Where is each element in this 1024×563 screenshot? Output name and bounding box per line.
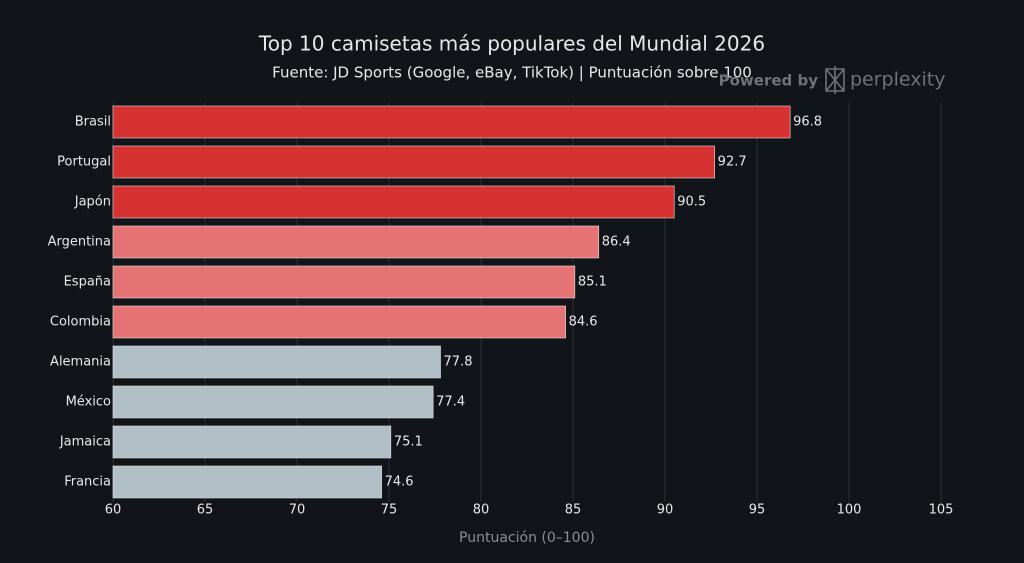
x-tick-label: 90 [657,503,674,518]
watermark-logo [825,66,845,94]
value-label: 75.1 [394,435,423,450]
value-label: 77.8 [444,355,473,370]
bar [112,185,675,219]
bar [112,385,434,419]
value-label: 85.1 [578,275,607,290]
y-tick-label: Francia [64,475,111,490]
x-tick-label: 95 [749,503,766,518]
value-label: 90.5 [677,195,706,210]
x-tick-label: 70 [289,503,306,518]
y-tick-label: Alemania [50,355,111,370]
y-tick-label: Argentina [48,235,111,250]
y-tick-label: Brasil [75,115,111,130]
y-tick-label: Portugal [57,155,111,170]
watermark-text: Powered by [719,72,819,90]
bar [112,305,566,339]
x-tick-label: 85 [565,503,582,518]
value-label: 84.6 [569,315,598,330]
x-tick-label: 100 [837,503,862,518]
y-tick-label: México [66,395,111,410]
x-tick-label: 105 [929,503,954,518]
bar [112,265,576,299]
y-tick-label: España [64,275,111,290]
chart-title: Top 10 camisetas más populares del Mundi… [258,32,765,56]
x-tick-label: 65 [197,503,214,518]
bar [112,145,715,179]
bar [112,225,600,259]
value-label: 86.4 [602,235,631,250]
value-label: 74.6 [385,475,414,490]
bar [112,345,441,379]
value-label: 92.7 [718,155,747,170]
value-label: 77.4 [436,395,465,410]
bar [112,465,382,499]
chart-subtitle: Fuente: JD Sports (Google, eBay, TikTok)… [272,64,752,82]
value-label: 96.8 [793,115,822,130]
y-tick-label: Colombia [50,315,111,330]
x-tick-label: 60 [105,503,122,518]
y-tick-label: Jamaica [59,435,111,450]
y-tick-label: Japón [74,195,111,210]
bar [112,105,791,139]
watermark-brand: perplexity [850,69,945,91]
x-axis-label: Puntuación (0–100) [459,530,595,546]
bar [112,425,392,459]
x-tick-label: 80 [473,503,490,518]
x-tick-label: 75 [381,503,398,518]
